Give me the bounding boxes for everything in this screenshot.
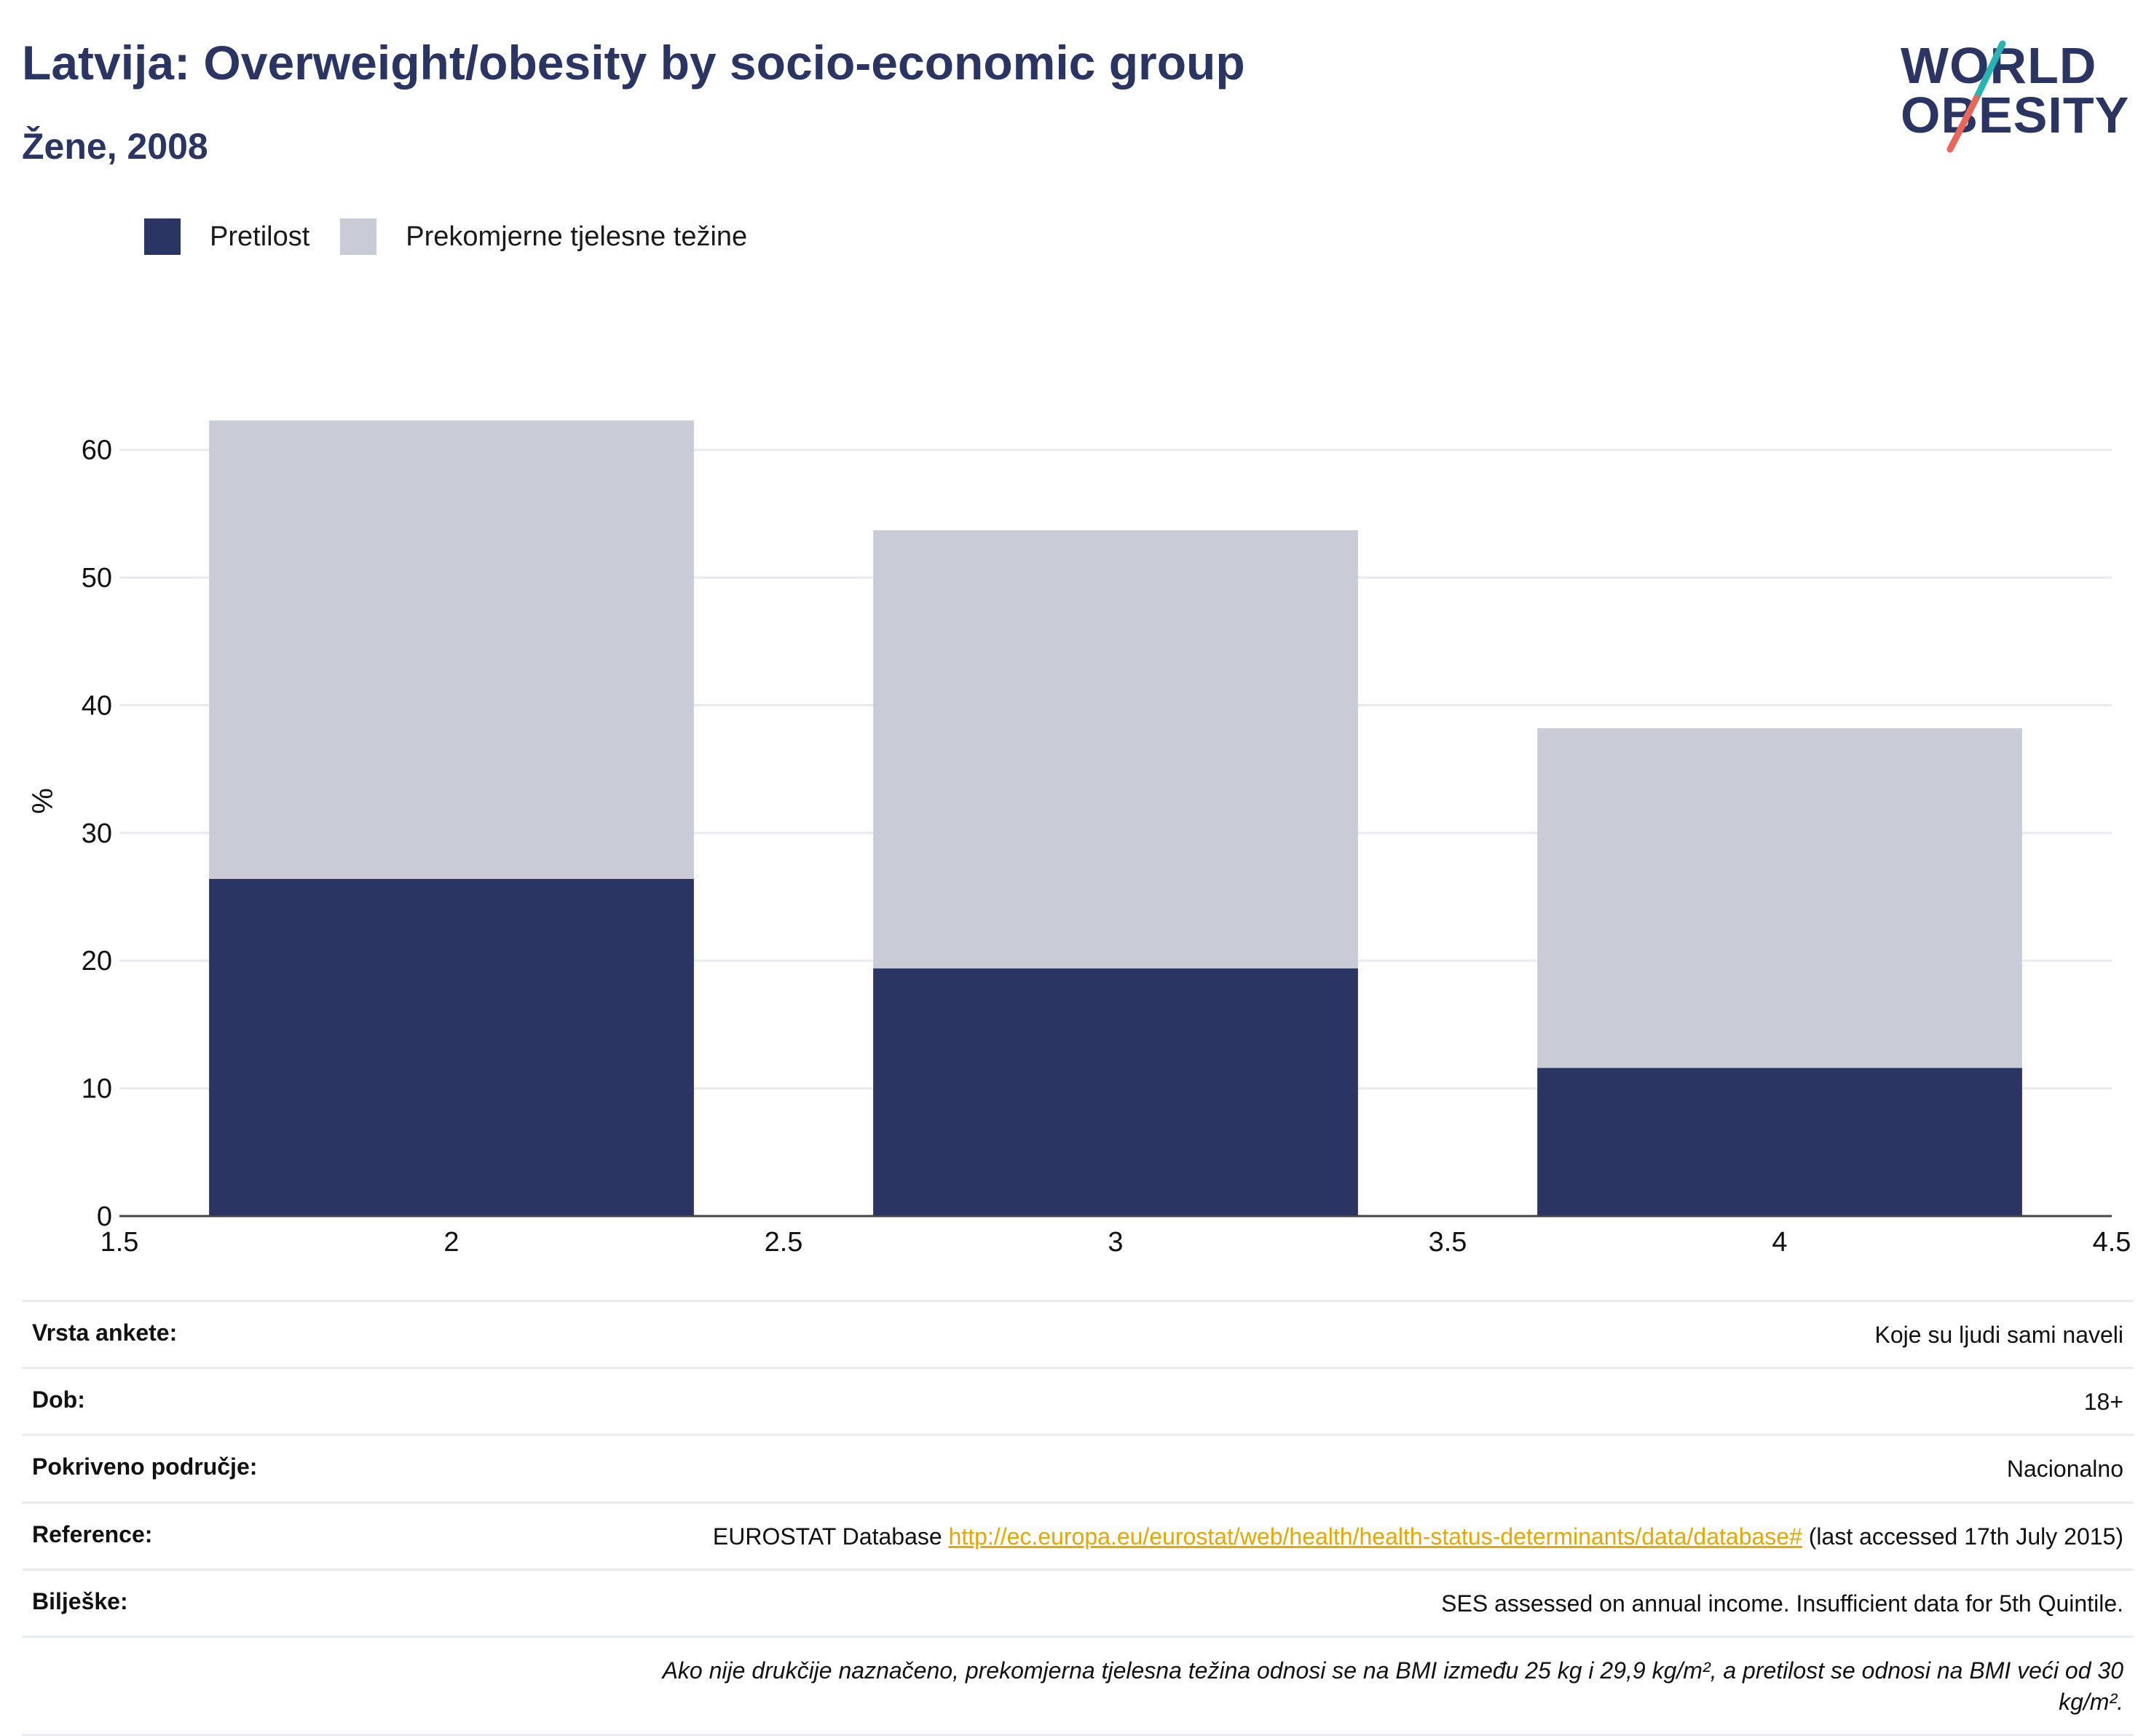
y-tick-label: 30: [82, 818, 112, 849]
info-row-survey-type: Vrsta ankete: Koje su ljudi sami naveli: [22, 1300, 2134, 1367]
info-key: Vrsta ankete:: [32, 1319, 178, 1346]
legend-item-prekomjerne[interactable]: Prekomjerne tjelesne težine: [340, 218, 747, 255]
stacked-bar-chart: 0 10 20 30 40 50 60 1.5 2 2.5 3 3.5 4 4.5%: [27, 420, 2131, 1252]
legend-label-pretilost: Pretilost: [210, 221, 310, 252]
info-row-footnote: Ako nije drukčije naznačeno, prekomjerna…: [22, 1635, 2134, 1736]
info-key: Dob:: [32, 1386, 85, 1413]
y-tick-label: 20: [82, 946, 112, 976]
x-tick-label: 4: [1772, 1227, 1787, 1252]
info-value: Koje su ljudi sami naveli: [1874, 1322, 2124, 1348]
x-tick-label: 2: [443, 1227, 459, 1252]
bar-pretilost: [873, 968, 1358, 1216]
info-value: SES assessed on annual income. Insuffici…: [1441, 1590, 2123, 1617]
info-value: EUROSTAT Database http://ec.europa.eu/eu…: [713, 1521, 2123, 1552]
info-row-age: Dob: 18+: [22, 1367, 2134, 1434]
y-tick-label: 40: [82, 690, 112, 721]
chart-legend: Pretilost Prekomjerne tjelesne težine: [144, 217, 778, 256]
info-value: 18+: [2083, 1389, 2123, 1416]
y-tick-label: 50: [82, 563, 112, 593]
info-row-notes: Bilješke: SES assessed on annual income.…: [22, 1568, 2134, 1636]
logo-slash-icon: [1946, 40, 2006, 153]
logo-line-2: OBESITY: [1901, 87, 2130, 143]
bar-pretilost: [1537, 1068, 2022, 1216]
legend-label-prekomjerne: Prekomjerne tjelesne težine: [406, 221, 748, 252]
info-key: Pokriveno područje:: [32, 1453, 258, 1480]
reference-suffix: (last accessed 17th July 2015): [1808, 1523, 2123, 1550]
legend-swatch-pretilost: [144, 218, 181, 255]
info-table: Vrsta ankete: Koje su ljudi sami naveli …: [22, 1300, 2134, 1736]
info-key: Reference:: [32, 1520, 153, 1547]
legend-item-pretilost[interactable]: Pretilost: [144, 218, 309, 255]
y-tick-label: 0: [97, 1202, 112, 1232]
info-value: Nacionalno: [2006, 1456, 2123, 1483]
page-title: Latvija: Overweight/obesity by socio-eco…: [22, 36, 1245, 90]
x-tick-label: 1.5: [100, 1227, 139, 1252]
info-row-coverage: Pokriveno područje: Nacionalno: [22, 1434, 2134, 1501]
info-row-reference: Reference: EUROSTAT Database http://ec.e…: [22, 1501, 2134, 1569]
page-subtitle: Žene, 2008: [22, 126, 208, 167]
bar-pretilost: [209, 878, 694, 1216]
x-tick-label: 3: [1108, 1227, 1123, 1252]
x-tick-label: 4.5: [2093, 1227, 2131, 1252]
reference-link[interactable]: http://ec.europa.eu/eurostat/web/health/…: [948, 1523, 1802, 1550]
x-tick-label: 3.5: [1429, 1227, 1467, 1252]
y-axis-label: %: [27, 788, 59, 814]
bar-prekomjerne: [209, 420, 694, 879]
legend-swatch-prekomjerne: [340, 218, 377, 255]
bar-prekomjerne: [873, 530, 1358, 968]
footnote: Ako nije drukčije naznačeno, prekomjerna…: [662, 1657, 2123, 1716]
reference-prefix: EUROSTAT Database: [712, 1523, 942, 1550]
x-tick-label: 2.5: [765, 1227, 803, 1252]
info-key: Bilješke:: [32, 1587, 128, 1614]
bar-prekomjerne: [1537, 728, 2022, 1068]
world-obesity-logo: WORLD OBESITY: [1901, 29, 2141, 157]
y-tick-label: 10: [82, 1074, 112, 1105]
y-tick-label: 60: [82, 435, 112, 466]
